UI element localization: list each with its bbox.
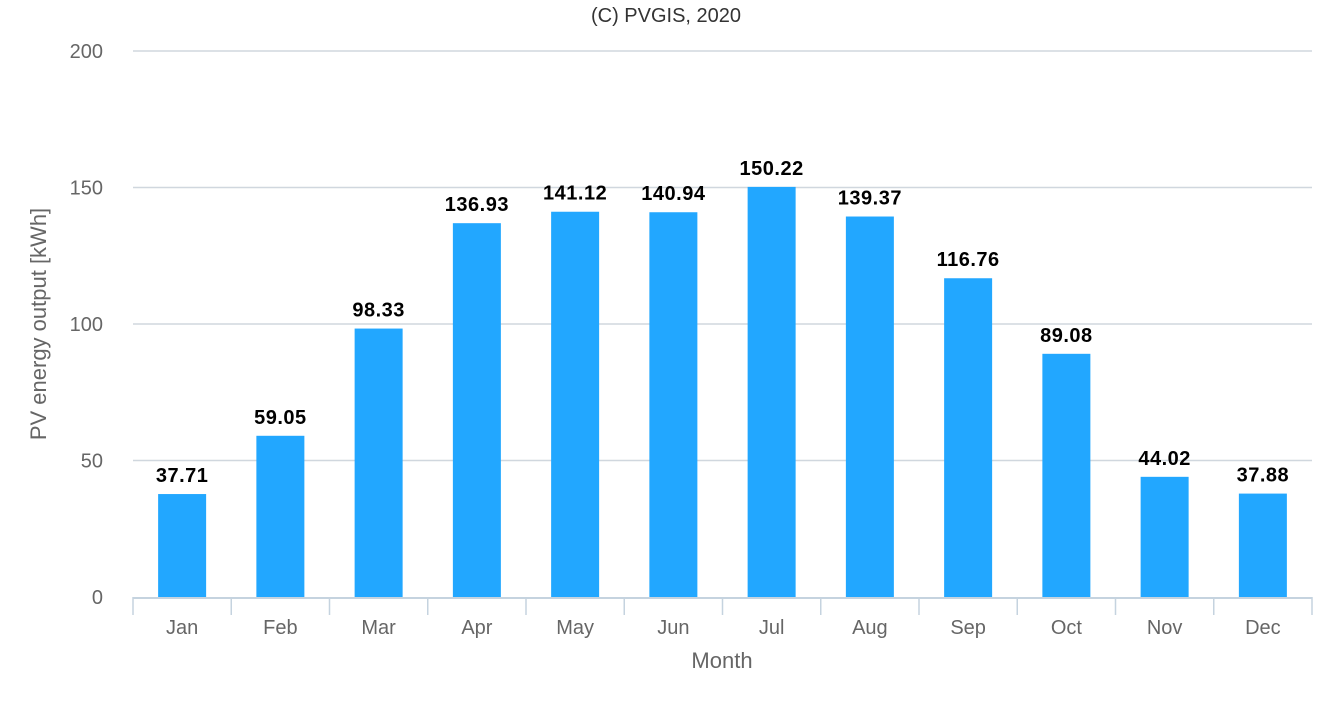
bar-jun <box>649 212 698 597</box>
data-label-dec: 37.88 <box>1237 465 1290 487</box>
x-tick-label: Nov <box>1147 617 1183 639</box>
y-tick-label: 150 <box>70 178 103 200</box>
data-label-may: 141.12 <box>543 183 607 205</box>
data-label-feb: 59.05 <box>254 407 307 429</box>
x-tick-label: Jan <box>166 617 198 639</box>
y-tick-label: 200 <box>70 41 103 63</box>
bar-jul <box>747 186 796 597</box>
x-tick-label: Aug <box>852 617 888 639</box>
x-axis-title: Month <box>691 648 752 673</box>
x-tick-label: Jul <box>759 617 785 639</box>
data-labels: 37.71 59.05 98.33 136.93 141.12 140.94 150.22 1… <box>156 158 1289 487</box>
bar-oct <box>1042 353 1091 597</box>
x-tick-label: Sep <box>950 617 986 639</box>
y-tick-label: 50 <box>81 451 103 473</box>
bar-nov <box>1140 476 1189 597</box>
y-axis-ticks: 0 50 100 150 200 <box>70 41 103 609</box>
data-label-aug: 139.37 <box>838 188 902 210</box>
bar-mar <box>354 328 403 597</box>
x-tick-label: Feb <box>263 617 297 639</box>
data-label-oct: 89.08 <box>1040 325 1093 347</box>
data-label-apr: 136.93 <box>445 194 509 216</box>
data-label-jun: 140.94 <box>641 183 706 205</box>
data-label-nov: 44.02 <box>1138 448 1191 470</box>
bar-series <box>158 186 1287 598</box>
grid-lines <box>133 50 1312 462</box>
x-tick-label: Apr <box>461 617 492 639</box>
bar-apr <box>452 223 501 598</box>
data-label-mar: 98.33 <box>352 300 405 322</box>
chart-credit: (C) PVGIS, 2020 <box>591 5 741 27</box>
bar-may <box>551 211 600 597</box>
data-label-sep: 116.76 <box>937 249 1000 271</box>
bar-sep <box>944 278 993 597</box>
data-label-jan: 37.71 <box>156 465 209 487</box>
x-tick-label: Jun <box>657 617 689 639</box>
bar-feb <box>256 435 305 597</box>
x-tick-label: Dec <box>1245 617 1281 639</box>
bar-dec <box>1238 493 1287 597</box>
y-axis-title: PV energy output [kWh] <box>26 208 51 440</box>
x-axis: Jan Feb Mar Apr May Jun Jul Aug Sep Oct Nov Dec <box>132 597 1313 639</box>
y-tick-label: 0 <box>92 587 103 609</box>
x-tick-label: Oct <box>1051 617 1083 639</box>
data-label-jul: 150.22 <box>740 158 804 180</box>
x-tick-label: Mar <box>361 617 396 639</box>
bar-jan <box>158 494 207 597</box>
y-tick-label: 100 <box>70 314 103 336</box>
x-tick-label: May <box>556 617 594 639</box>
bar-aug <box>845 216 894 597</box>
